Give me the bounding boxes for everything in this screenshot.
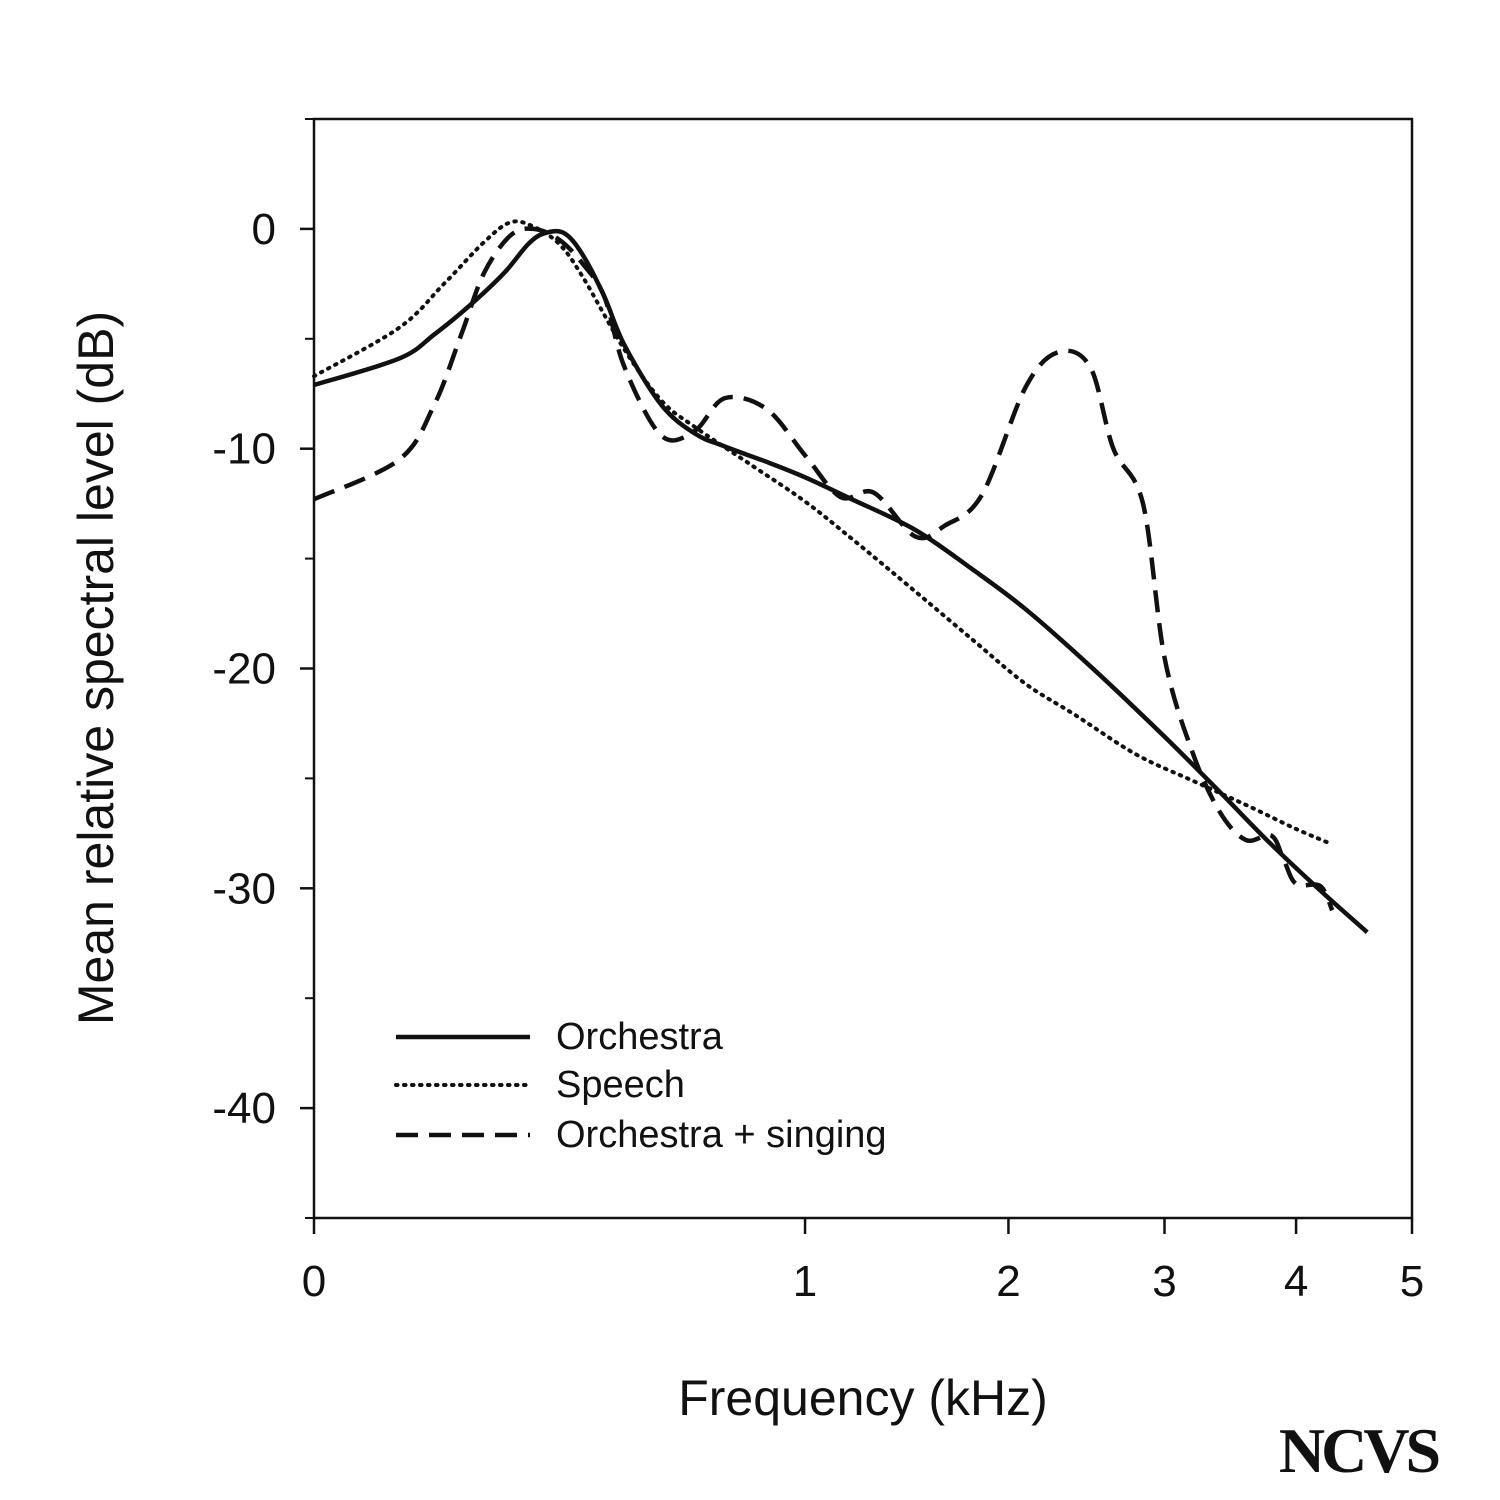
series-layer [312, 219, 1369, 934]
y-tick-label-4: -40 [212, 1084, 276, 1133]
x-tick-label-3: 3 [1152, 1257, 1176, 1306]
y-tick-label-2: -20 [212, 645, 276, 694]
y-axis-ticks: 0 -10 -20 -30 -40 [212, 118, 314, 1219]
y-tick-label-3: -30 [212, 864, 276, 913]
y-axis-title: Mean relative spectral level (dB) [68, 311, 124, 1025]
x-tick-label-2: 2 [996, 1257, 1020, 1306]
x-tick-label-5: 5 [1400, 1257, 1424, 1306]
legend-label-orchestra-singing: Orchestra + singing [556, 1114, 887, 1156]
legend-label-speech: Speech [556, 1064, 685, 1106]
x-tick-label-1: 1 [793, 1257, 817, 1306]
x-axis-ticks: 0 1 2 3 4 5 [302, 1218, 1424, 1306]
x-tick-label-0: 0 [302, 1257, 326, 1306]
legend-label-orchestra: Orchestra [556, 1016, 724, 1058]
x-axis-title: Frequency (kHz) [678, 1370, 1048, 1426]
y-tick-label-1: -10 [212, 425, 276, 474]
plot-frame [312, 117, 1414, 1220]
y-tick-label-0: 0 [252, 205, 276, 254]
ncvs-logo: NCVS [1279, 1415, 1439, 1486]
legend: Orchestra Speech Orchestra + singing [394, 1016, 887, 1156]
series-line-speech [312, 219, 1335, 847]
series-line-orchestra-singing [313, 226, 1335, 912]
series-line-orchestra [313, 228, 1369, 934]
x-tick-label-4: 4 [1284, 1257, 1308, 1306]
